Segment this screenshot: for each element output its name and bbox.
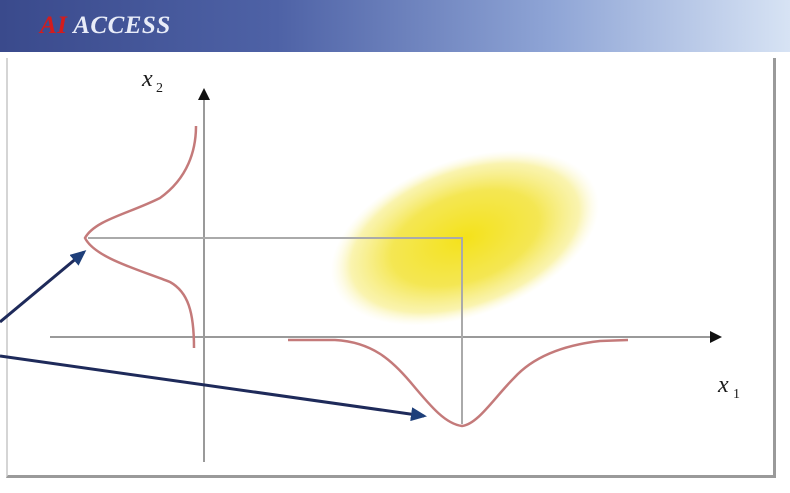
panel-border: [6, 58, 776, 478]
title-bar: AI ACCESS: [0, 0, 790, 52]
joint-distribution-ellipse: [330, 150, 600, 326]
x1-axis-label: x: [717, 372, 729, 398]
window-title: AI ACCESS: [40, 12, 171, 40]
marginal-curve-x2: [83, 125, 198, 349]
title-main: ACCESS: [67, 12, 171, 39]
x1-axis-subscript: 1: [733, 387, 740, 402]
x2-axis-label: x: [141, 66, 153, 92]
pointer-arrow-upper: [0, 250, 87, 324]
pointer-arrow-lower: [0, 354, 427, 422]
title-accent: AI: [40, 12, 68, 39]
projection-guide: [88, 237, 463, 424]
x2-axis-subscript: 2: [156, 81, 163, 96]
marginal-curve-x1: [288, 338, 629, 428]
